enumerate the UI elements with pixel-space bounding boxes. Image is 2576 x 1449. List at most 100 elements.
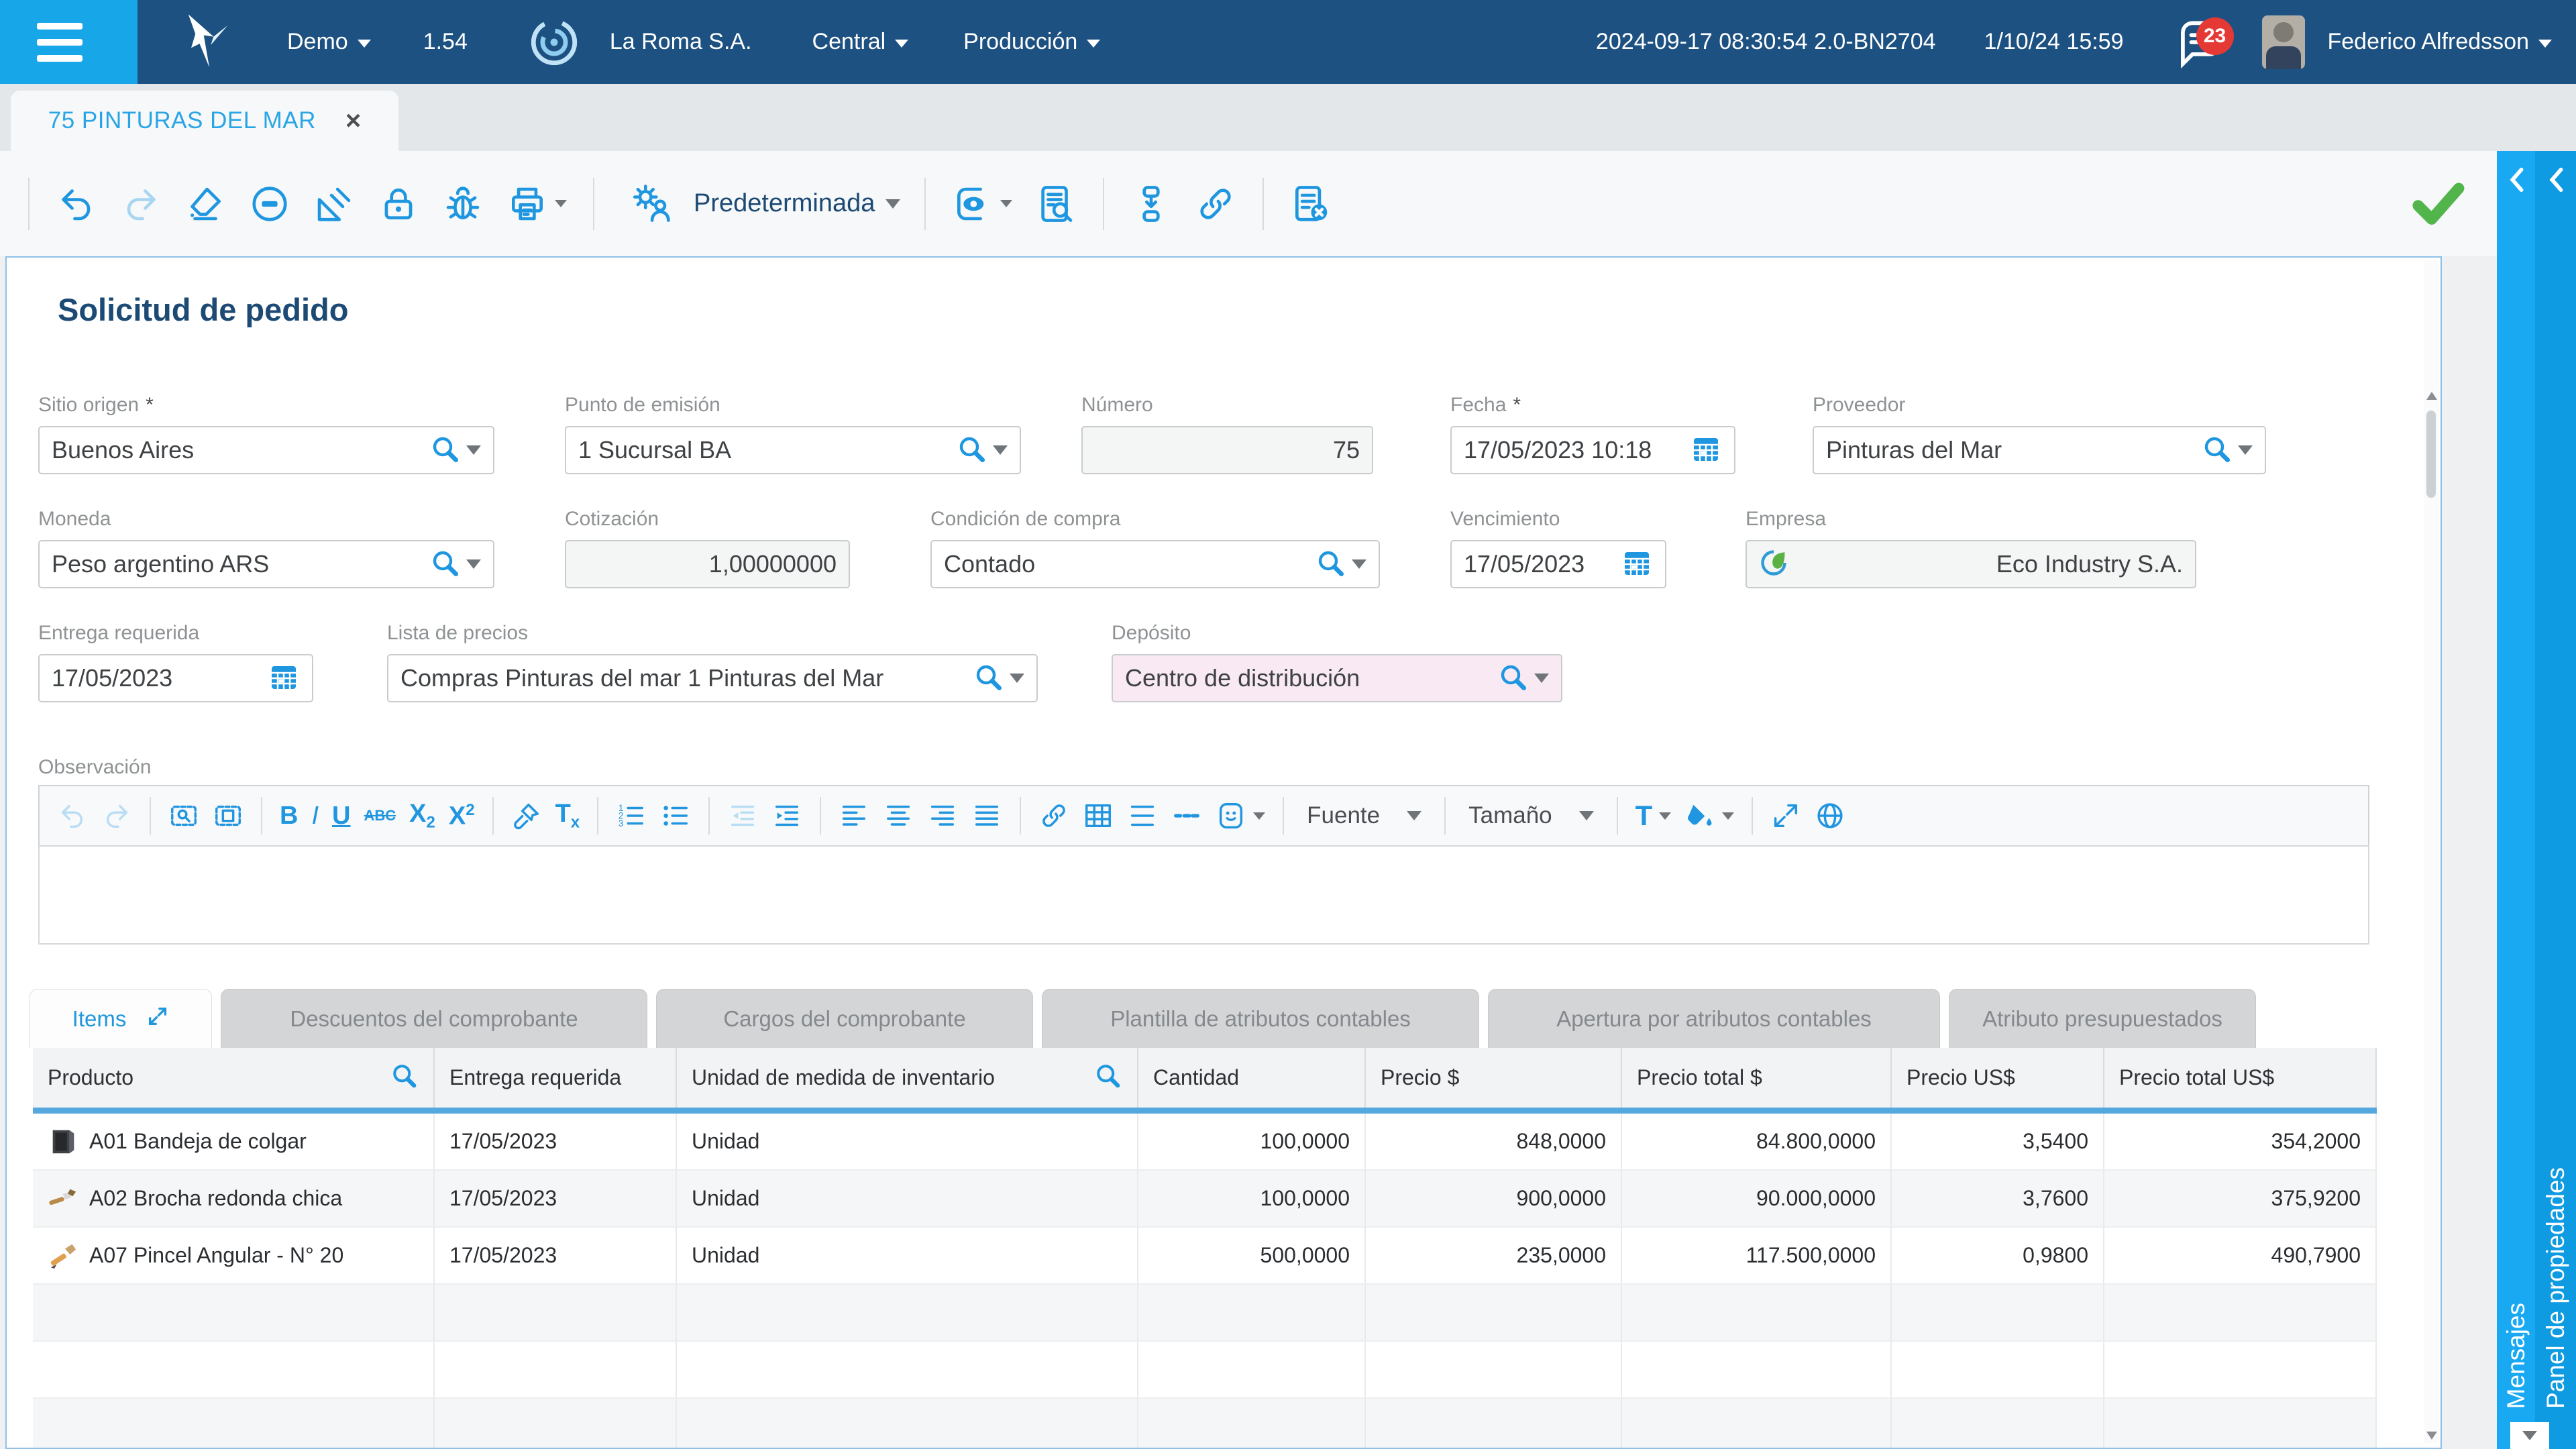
moneda-input[interactable]: Peso argentino ARS (38, 540, 494, 588)
align-center-icon[interactable] (883, 800, 914, 831)
chevron-down-icon[interactable] (993, 445, 1008, 455)
observacion-textarea[interactable] (38, 845, 2369, 945)
preview-icon[interactable] (952, 183, 1013, 225)
unordered-list-icon[interactable] (660, 800, 691, 831)
fecha-input[interactable]: 17/05/2023 10:18 (1450, 426, 1735, 474)
subscript-icon[interactable]: X2 (409, 799, 435, 832)
search-icon[interactable] (429, 433, 461, 468)
search-icon[interactable] (389, 1061, 419, 1095)
confirm-button[interactable] (2408, 172, 2467, 235)
entrega-requerida-input[interactable]: 17/05/2023 (38, 654, 313, 702)
lista-precios-input[interactable]: Compras Pinturas del mar 1 Pinturas del … (387, 654, 1038, 702)
justify-icon[interactable] (971, 800, 1002, 831)
table-icon[interactable] (1083, 800, 1114, 831)
chevron-down-icon[interactable] (466, 559, 481, 569)
sitio-origen-input[interactable]: Buenos Aires (38, 426, 494, 474)
scrollbar-thumb[interactable] (2426, 411, 2436, 498)
col-unidad[interactable]: Unidad de medida de inventario (677, 1048, 1138, 1108)
view-selector[interactable]: Predeterminada (619, 183, 901, 225)
align-right-icon[interactable] (927, 800, 958, 831)
italic-icon[interactable]: I (311, 802, 319, 830)
tab-descuentos[interactable]: Descuentos del comprobante (221, 989, 647, 1048)
col-producto[interactable]: Producto (33, 1048, 435, 1108)
calendar-icon[interactable] (268, 661, 300, 696)
clear-format-icon[interactable]: Tx (555, 799, 580, 832)
flow-icon[interactable] (1130, 183, 1172, 225)
lock-icon[interactable] (378, 183, 419, 225)
search-icon[interactable] (972, 661, 1004, 696)
col-precio-total[interactable]: Precio total $ (1622, 1048, 1892, 1108)
chevron-down-icon[interactable] (466, 445, 481, 455)
chevron-down-icon[interactable] (1010, 674, 1024, 683)
fill-color-icon[interactable] (1684, 800, 1735, 831)
tab-cargos[interactable]: Cargos del comprobante (656, 989, 1033, 1048)
outdent-icon[interactable] (727, 800, 758, 831)
indent-icon[interactable] (771, 800, 802, 831)
messages-button[interactable]: 23 (2171, 13, 2234, 71)
design-icon[interactable] (313, 183, 355, 225)
col-cantidad[interactable]: Cantidad (1138, 1048, 1366, 1108)
link-icon[interactable] (1195, 183, 1236, 225)
underline-icon[interactable]: U (332, 802, 351, 830)
find-box-icon[interactable] (168, 800, 199, 831)
tab-items[interactable]: Items (30, 989, 212, 1048)
menu-icon[interactable] (0, 0, 138, 84)
search-icon[interactable] (2200, 433, 2233, 468)
font-select[interactable]: Fuente (1307, 802, 1422, 829)
tab-apertura-atributos[interactable]: Apertura por atributos contables (1488, 989, 1940, 1048)
col-entrega[interactable]: Entrega requerida (435, 1048, 677, 1108)
remove-icon[interactable] (249, 183, 290, 225)
avatar[interactable] (2261, 15, 2305, 69)
link-icon[interactable] (1038, 800, 1069, 831)
erase-icon[interactable] (184, 183, 226, 225)
col-precio-us[interactable]: Precio US$ (1892, 1048, 2104, 1108)
cancel-list-icon[interactable] (1290, 183, 1332, 225)
line-height-icon[interactable] (1127, 800, 1158, 831)
scroll-down-icon[interactable] (2426, 1432, 2437, 1440)
proveedor-input[interactable]: Pinturas del Mar (1813, 426, 2266, 474)
table-row[interactable]: A07 Pincel Angular - N° 20 17/05/2023 Un… (33, 1228, 2377, 1285)
mode-selector[interactable]: Producción (963, 29, 1101, 55)
scroll-corner-button[interactable] (2510, 1422, 2549, 1449)
globe-icon[interactable] (1815, 800, 1845, 831)
table-row[interactable]: A02 Brocha redonda chica 17/05/2023 Unid… (33, 1171, 2377, 1228)
table-row-empty[interactable] (33, 1285, 2377, 1342)
expand-icon[interactable] (146, 1005, 169, 1033)
calendar-icon[interactable] (1690, 433, 1722, 468)
document-tab[interactable]: 75 PINTURAS DEL MAR × (11, 91, 398, 151)
deposito-input[interactable]: Centro de distribución (1112, 654, 1562, 702)
table-row-empty[interactable] (33, 1342, 2377, 1399)
close-icon[interactable]: × (345, 106, 362, 136)
table-row-empty[interactable] (33, 1399, 2377, 1448)
painter-icon[interactable] (511, 800, 542, 831)
search-icon[interactable] (1314, 547, 1346, 582)
vencimiento-input[interactable]: 17/05/2023 (1450, 540, 1666, 588)
calendar-icon[interactable] (1621, 547, 1653, 582)
chevron-down-icon[interactable] (2238, 445, 2253, 455)
emoji-icon[interactable] (1216, 800, 1266, 831)
environment-selector[interactable]: Demo (287, 29, 371, 55)
user-menu[interactable]: Federico Alfredsson (2328, 29, 2552, 55)
search-icon[interactable] (1497, 661, 1529, 696)
chevron-down-icon[interactable] (1352, 559, 1366, 569)
doc-search-icon[interactable] (1035, 183, 1077, 225)
undo-icon[interactable] (56, 183, 97, 225)
redo-icon[interactable] (101, 800, 132, 831)
tab-atributo-presupuestados[interactable]: Atributo presupuestados (1949, 989, 2256, 1048)
col-precio[interactable]: Precio $ (1366, 1048, 1622, 1108)
select-box-icon[interactable] (213, 800, 244, 831)
undo-icon[interactable] (57, 800, 88, 831)
branch-selector[interactable]: Central (812, 29, 909, 55)
strike-icon[interactable]: ABC (364, 807, 396, 824)
redo-icon[interactable] (120, 183, 162, 225)
vertical-scrollbar[interactable] (2424, 260, 2438, 1444)
text-color-icon[interactable]: T (1635, 802, 1672, 830)
font-size-select[interactable]: Tamaño (1468, 802, 1594, 829)
print-icon[interactable] (506, 183, 567, 225)
punto-emision-input[interactable]: 1 Sucursal BA (565, 426, 1021, 474)
bold-icon[interactable]: B (280, 802, 299, 830)
horizontal-rule-icon[interactable] (1171, 800, 1202, 831)
search-icon[interactable] (1093, 1061, 1122, 1095)
messages-panel-toggle[interactable]: Mensajes (2497, 151, 2535, 1449)
